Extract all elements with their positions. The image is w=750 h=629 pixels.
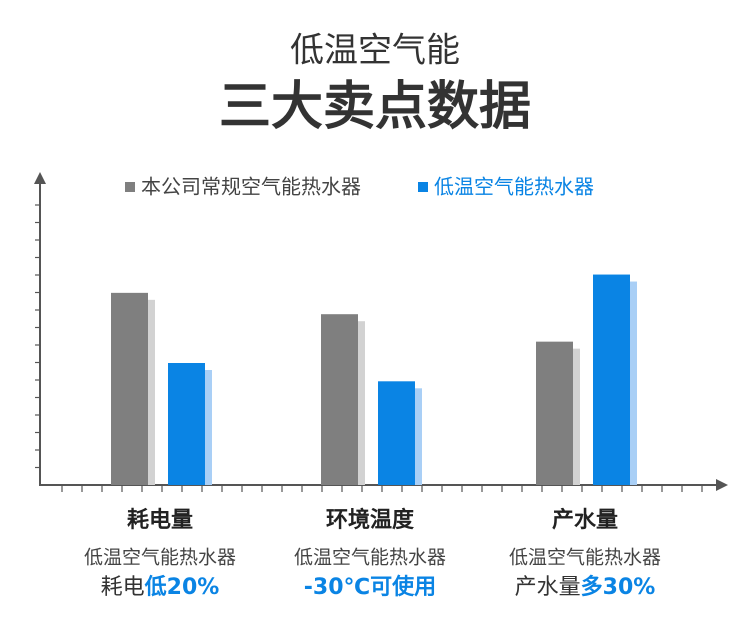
bar — [593, 274, 630, 485]
annotation-part: 多30% — [581, 574, 656, 600]
annotation-part: 产水量 — [515, 575, 581, 600]
legend-swatch — [418, 182, 428, 192]
bar — [536, 341, 573, 485]
annotation: 低温空气能热水器 — [84, 547, 236, 569]
bar — [321, 314, 358, 485]
bar — [378, 381, 415, 485]
legend-label: 本公司常规空气能热水器 — [141, 175, 361, 199]
x-tick-label: 耗电量 — [127, 507, 193, 533]
annotation-part: 低20% — [144, 575, 220, 600]
bar — [111, 292, 148, 485]
x-arrow — [716, 479, 728, 491]
bar — [168, 363, 205, 485]
axis-ticks — [35, 204, 703, 492]
legend-swatch — [125, 182, 135, 192]
annotation: -30℃可使用 — [304, 575, 436, 600]
chart-title: 低温空气能 — [290, 31, 460, 71]
annotation: 产水量多30% — [515, 574, 656, 600]
annotation-part: -30℃可使用 — [304, 575, 436, 600]
annotation: 低温空气能热水器 — [509, 547, 661, 569]
x-tick-label: 产水量 — [552, 508, 618, 533]
annotation-part: 耗电 — [101, 575, 145, 600]
chart-subtitle: 三大卖点数据 — [219, 77, 531, 137]
annotation: 低温空气能热水器 — [294, 547, 446, 569]
x-tick-label: 环境温度 — [326, 507, 415, 533]
legend-label: 低温空气能热水器 — [434, 175, 594, 199]
y-arrow — [34, 172, 46, 184]
annotation: 耗电低20% — [101, 575, 220, 600]
